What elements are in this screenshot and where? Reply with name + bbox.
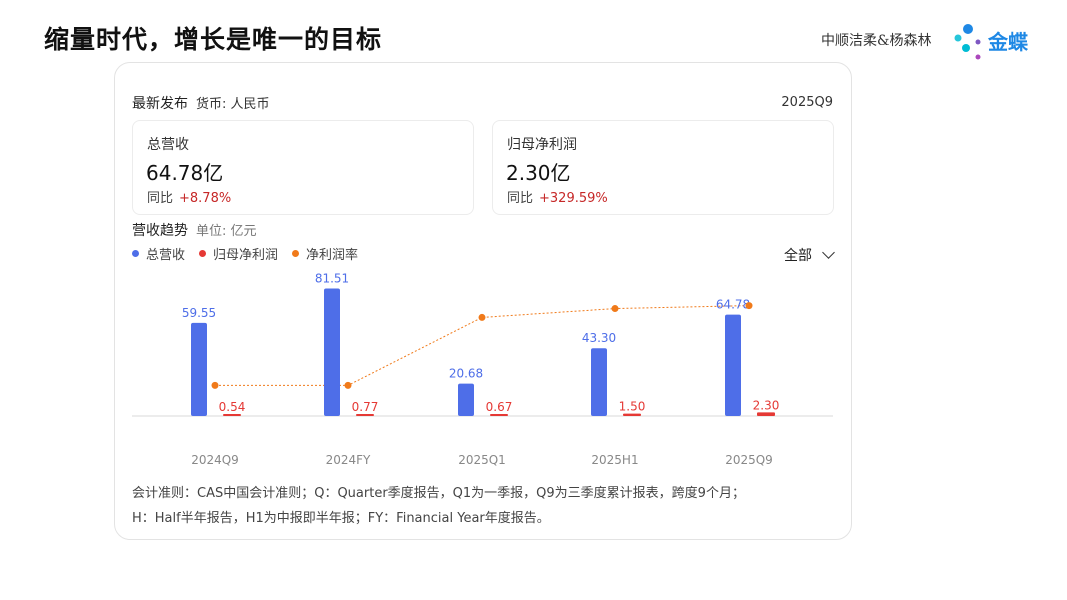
logo-text: 金蝶	[988, 30, 1028, 54]
profit-value-label: 2.30	[753, 398, 780, 412]
filter-label: 全部	[784, 248, 812, 264]
revenue-value-label: 64.78	[716, 298, 750, 312]
revenue-bar	[324, 288, 340, 416]
yoy-label: 同比	[507, 191, 534, 206]
margin-point	[211, 381, 219, 389]
chart-legend: 总营收 归母净利润 净利润率	[132, 244, 358, 263]
legend-item-profit[interactable]: 归母净利润	[199, 244, 278, 263]
notes-line-1: 会计准则：CAS中国会计准则；Q：Quarter季度报告，Q1为一季报，Q9为三…	[132, 486, 745, 501]
revenue-value-label: 59.55	[182, 306, 216, 320]
margin-point	[344, 381, 352, 389]
yoy-label: 同比	[147, 191, 174, 206]
metric-total-revenue: 总营收 64.78亿 同比 +8.78%	[132, 120, 474, 215]
profit-bar	[490, 414, 508, 416]
metric-label: 总营收	[147, 137, 189, 153]
legend-label: 归母净利润	[213, 248, 279, 263]
period-filter-dropdown[interactable]: 全部	[784, 245, 835, 265]
profit-value-label: 0.77	[352, 400, 379, 414]
revenue-value-label: 81.51	[315, 271, 349, 285]
metric-value: 64.78亿	[146, 161, 224, 185]
trend-title-text: 营收趋势	[132, 223, 188, 239]
legend-dot-icon	[292, 250, 300, 257]
page-title: 缩量时代，增长是唯一的目标	[44, 25, 383, 54]
legend-dot-icon	[132, 250, 139, 257]
logo-dots-icon	[954, 24, 981, 60]
accounting-notes: 会计准则：CAS中国会计准则；Q：Quarter季度报告，Q1为一季报，Q9为三…	[132, 481, 842, 531]
kingdee-logo: 金蝶	[952, 22, 1042, 62]
revenue-value-label: 20.68	[449, 367, 483, 381]
currency-label: 货币: 人民币	[196, 97, 270, 112]
x-tick-label: 2025H1	[591, 453, 638, 467]
latest-release-label: 最新发布	[132, 96, 188, 112]
notes-line-2: H：Half半年报告，H1为中报即半年报；FY：Financial Year年度…	[132, 511, 550, 526]
metric-net-profit: 归母净利润 2.30亿 同比 +329.59%	[492, 120, 834, 215]
author-credit: 中顺洁柔&杨森林	[821, 33, 932, 49]
x-tick-label: 2025Q1	[458, 453, 506, 467]
x-tick-label: 2024FY	[326, 453, 371, 467]
profit-bar	[623, 413, 641, 416]
unit-label: 单位: 亿元	[196, 224, 257, 239]
legend-item-margin[interactable]: 净利润率	[292, 244, 358, 263]
chevron-down-icon	[822, 246, 835, 259]
margin-point	[745, 302, 753, 310]
margin-point	[478, 313, 486, 321]
revenue-value-label: 43.30	[582, 331, 616, 345]
revenue-bar	[591, 348, 607, 416]
profit-value-label: 0.54	[219, 400, 246, 414]
margin-line	[215, 305, 750, 386]
legend-label: 净利润率	[306, 248, 359, 263]
financial-card: 最新发布 货币: 人民币 2025Q9 总营收 64.78亿 同比 +8.78% 归…	[114, 62, 852, 540]
profit-value-label: 0.67	[486, 400, 513, 414]
metric-label: 归母净利润	[507, 137, 577, 153]
revenue-trend-chart: 59.55 0.54 2024Q9 81.51 0.77 2024FY 20.68 0.67 2…	[132, 271, 833, 467]
revenue-bar	[458, 383, 474, 416]
x-tick-label: 2025Q9	[725, 453, 773, 467]
profit-bar	[757, 412, 775, 416]
profit-value-label: 1.50	[619, 400, 646, 414]
legend-label: 总营收	[146, 248, 186, 263]
metric-yoy: 同比 +329.59%	[507, 187, 608, 206]
revenue-bar	[191, 322, 207, 416]
trend-title: 营收趋势 单位: 亿元	[132, 220, 257, 240]
profit-bar	[356, 414, 374, 416]
period-label: 2025Q9	[781, 95, 833, 110]
revenue-bar	[725, 314, 741, 416]
metric-value: 2.30亿	[506, 161, 571, 185]
margin-point	[611, 305, 619, 313]
x-tick-label: 2024Q9	[191, 453, 239, 467]
card-header: 最新发布 货币: 人民币	[132, 93, 270, 113]
legend-dot-icon	[199, 250, 207, 257]
legend-item-revenue[interactable]: 总营收	[132, 244, 185, 263]
yoy-value: +329.59%	[539, 191, 608, 206]
metric-yoy: 同比 +8.78%	[147, 187, 231, 206]
profit-bar	[223, 414, 241, 416]
yoy-value: +8.78%	[179, 191, 232, 206]
